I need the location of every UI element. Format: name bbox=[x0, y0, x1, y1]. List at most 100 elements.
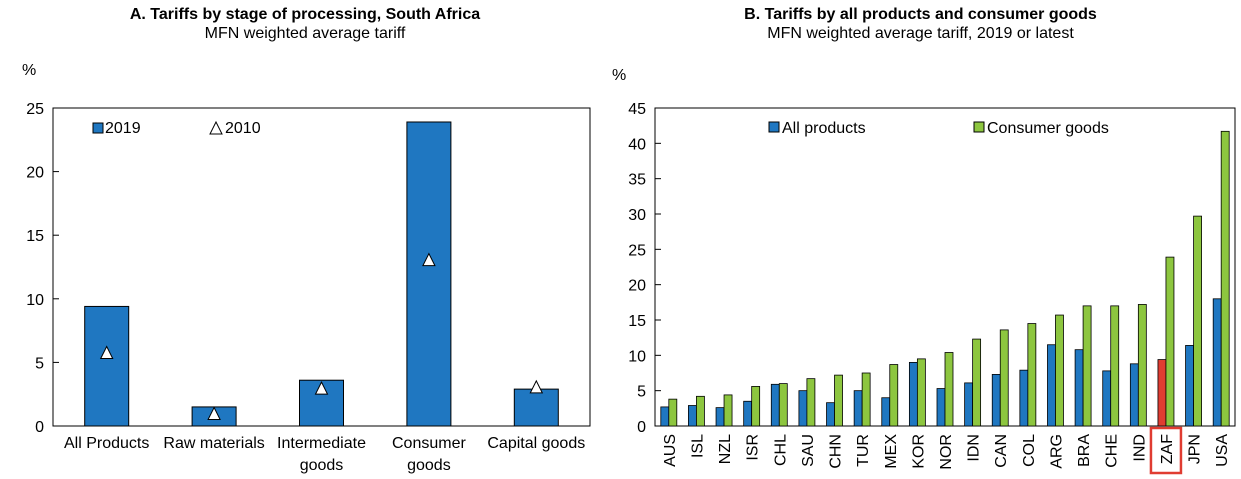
bar-all-products bbox=[964, 382, 974, 427]
y-tick-label-b: 45 bbox=[628, 101, 646, 118]
bar-consumer-goods bbox=[944, 352, 954, 427]
bar-all-products bbox=[798, 390, 808, 427]
marker-2010 bbox=[207, 406, 221, 421]
bar-consumer-goods bbox=[723, 394, 733, 427]
x-tick-label-b: ARG bbox=[1048, 434, 1065, 469]
bar-consumer-goods bbox=[1193, 215, 1202, 427]
panel-a-chart: % 0 5 10 15 20 25 All Products Raw materials Inte… bbox=[22, 62, 591, 474]
y-tick-label-a: 20 bbox=[26, 165, 44, 182]
marker-2010 bbox=[99, 345, 114, 359]
x-tick-label-b: NZL bbox=[717, 434, 734, 464]
marker-2010 bbox=[314, 380, 329, 395]
x-tick-label-a: goods bbox=[407, 457, 451, 474]
marker-2010 bbox=[529, 379, 544, 394]
y-tick-label-a: 25 bbox=[26, 101, 44, 118]
bar-consumer-goods bbox=[668, 398, 678, 427]
bar-consumer-goods bbox=[751, 386, 761, 427]
legend-label-2010: 2010 bbox=[225, 120, 261, 137]
bar-all-products bbox=[770, 383, 780, 427]
panel-b-title: B. Tariffs by all products and consumer … bbox=[744, 6, 1097, 23]
x-tick-label-a: Intermediate bbox=[277, 435, 366, 452]
legend-label-2019: 2019 bbox=[105, 120, 141, 137]
bar-all-products bbox=[1019, 369, 1029, 427]
bar-consumer-goods bbox=[1082, 305, 1092, 427]
bar-consumer-goods bbox=[1055, 314, 1064, 427]
marker-2010 bbox=[422, 252, 436, 267]
plot-frame-a bbox=[52, 107, 591, 427]
bar-consumer-goods bbox=[916, 358, 926, 427]
bar-all-products bbox=[660, 406, 670, 427]
legend-swatch-all-products bbox=[768, 121, 780, 133]
bar-consumer-goods bbox=[806, 378, 816, 427]
bar-all-products bbox=[1102, 370, 1112, 427]
legend-label-all-products: All products bbox=[782, 120, 866, 137]
x-tick-label-b: CHL bbox=[772, 434, 789, 466]
y-tick-label-b: 20 bbox=[628, 278, 646, 295]
x-tick-label-b: AUS bbox=[662, 434, 679, 467]
bar-all-products bbox=[881, 397, 891, 427]
legend-marker-2010 bbox=[209, 120, 223, 135]
x-tick-label-b: CAN bbox=[993, 434, 1010, 468]
bar-consumer-goods bbox=[1165, 256, 1175, 427]
bar-all-products bbox=[1185, 345, 1194, 427]
bar-consumer-goods bbox=[834, 374, 843, 427]
legend-label-consumer-goods: Consumer goods bbox=[987, 120, 1109, 137]
bar-consumer-goods bbox=[778, 383, 788, 427]
y-tick-label-b: 5 bbox=[637, 384, 646, 401]
panel-b-subtitle: MFN weighted average tariff, 2019 or lat… bbox=[767, 25, 1074, 42]
bar-all-products bbox=[991, 374, 1001, 427]
x-tick-label-b: CHE bbox=[1104, 434, 1121, 468]
x-tick-label-a: Consumer bbox=[392, 435, 466, 452]
bar-consumer-goods bbox=[861, 372, 871, 427]
x-tick-label-a: Capital goods bbox=[487, 435, 585, 452]
bar-consumer-goods bbox=[1220, 130, 1230, 427]
x-tick-label-b: COL bbox=[1021, 434, 1038, 467]
bar-all-products bbox=[1129, 363, 1139, 427]
bar-all-products bbox=[1047, 344, 1056, 427]
x-tick-label-b: JPN bbox=[1187, 434, 1204, 464]
y-tick-label-b: 10 bbox=[628, 348, 646, 365]
x-tick-label-b: IND bbox=[1131, 434, 1148, 462]
x-tick-label-b: BRA bbox=[1076, 434, 1093, 467]
y-unit-label-a: % bbox=[22, 62, 36, 79]
bar-consumer-goods bbox=[696, 395, 705, 427]
y-tick-label-a: 0 bbox=[35, 419, 44, 436]
bar-all-products bbox=[1074, 349, 1084, 427]
y-tick-label-b: 40 bbox=[628, 136, 646, 153]
y-tick-label-b: 15 bbox=[628, 313, 646, 330]
x-tick-label-b: KOR bbox=[910, 434, 927, 469]
legend-swatch-2019 bbox=[92, 122, 104, 134]
x-tick-label-b: CHN bbox=[828, 434, 845, 469]
bar-all-products bbox=[1157, 359, 1167, 427]
x-tick-label-a: goods bbox=[300, 457, 344, 474]
bar-all-products bbox=[688, 405, 697, 427]
panel-b-chart: % 0 5 10 15 20 25 30 35 40 45 AUS ISL NZL ISR CHL SAU CHN… bbox=[612, 67, 1236, 475]
x-tick-label-b: TUR bbox=[855, 434, 872, 467]
panel-a-title: A. Tariffs by stage of processing, South… bbox=[129, 6, 481, 23]
panel-a-subtitle: MFN weighted average tariff bbox=[204, 25, 406, 42]
bar-2019 bbox=[513, 388, 559, 427]
x-tick-label-a: All Products bbox=[64, 435, 149, 452]
bar-consumer-goods bbox=[972, 338, 982, 427]
bar-all-products bbox=[743, 400, 753, 427]
bar-all-products bbox=[908, 361, 918, 427]
bar-2019 bbox=[406, 121, 452, 427]
bar-consumer-goods bbox=[1137, 304, 1147, 427]
x-tick-label-b: ISR bbox=[745, 434, 762, 461]
y-unit-label-b: % bbox=[612, 67, 626, 84]
x-tick-label-b: SAU bbox=[800, 434, 817, 467]
y-tick-label-b: 0 bbox=[637, 419, 646, 436]
y-tick-label-b: 25 bbox=[628, 242, 646, 259]
y-tick-label-a: 15 bbox=[26, 228, 44, 245]
x-tick-label-b: MEX bbox=[883, 434, 900, 469]
bar-all-products bbox=[1212, 298, 1222, 427]
legend-swatch-consumer-goods bbox=[973, 121, 985, 133]
x-tick-label-b: NOR bbox=[938, 434, 955, 470]
x-tick-label-b: USA bbox=[1214, 434, 1231, 467]
x-tick-label-b: ISL bbox=[689, 434, 706, 458]
bar-all-products bbox=[826, 402, 835, 427]
x-tick-label-b: IDN bbox=[966, 434, 983, 462]
y-tick-label-b: 30 bbox=[628, 207, 646, 224]
x-tick-label-b: ZAF bbox=[1159, 434, 1176, 464]
y-tick-label-b: 35 bbox=[628, 172, 646, 189]
